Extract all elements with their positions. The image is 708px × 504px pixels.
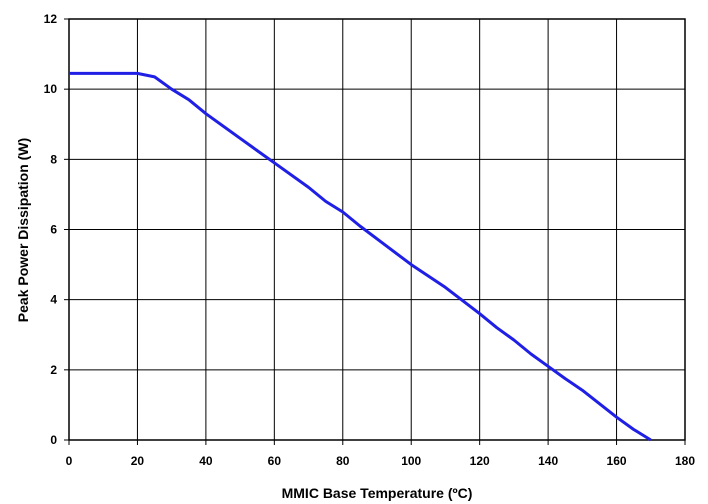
x-tick-label: 100 xyxy=(401,454,421,468)
x-tick-label: 120 xyxy=(470,454,490,468)
x-tick-labels: 0 20 40 60 80 100 120 140 160 180 xyxy=(66,454,696,468)
x-tick-label: 140 xyxy=(538,454,558,468)
y-tick-label: 12 xyxy=(44,12,58,26)
x-tick-label: 20 xyxy=(131,454,145,468)
series-line xyxy=(69,71,652,442)
x-tick-label: 40 xyxy=(199,454,213,468)
y-tick-label: 6 xyxy=(50,223,57,237)
x-tick-label: 180 xyxy=(675,454,695,468)
ticks xyxy=(64,18,686,445)
y-tick-label: 8 xyxy=(50,152,57,166)
y-axis-title: Peak Power Dissipation (W) xyxy=(15,138,31,322)
y-tick-label: 4 xyxy=(50,293,57,307)
x-tick-label: 0 xyxy=(66,454,73,468)
series-group xyxy=(69,71,652,442)
y-tick-label: 2 xyxy=(50,363,57,377)
y-tick-labels: 0 2 4 6 8 10 12 xyxy=(44,12,58,447)
plot-border xyxy=(68,18,686,441)
x-tick-label: 80 xyxy=(336,454,350,468)
y-tick-label: 0 xyxy=(50,433,57,447)
x-tick-label: 60 xyxy=(268,454,282,468)
y-tick-label: 10 xyxy=(44,82,58,96)
x-axis-title: MMIC Base Temperature (ºC) xyxy=(282,485,473,501)
x-tick-label: 160 xyxy=(607,454,627,468)
